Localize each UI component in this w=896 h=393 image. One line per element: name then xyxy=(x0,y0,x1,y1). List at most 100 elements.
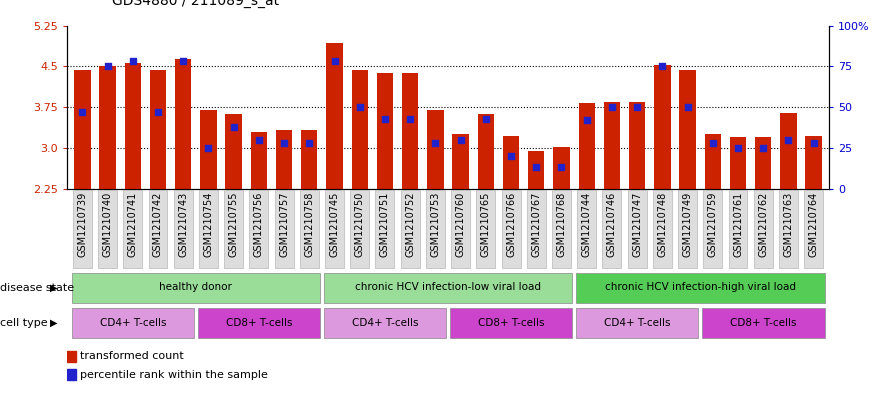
Bar xyxy=(780,112,797,189)
Bar xyxy=(654,65,670,189)
FancyBboxPatch shape xyxy=(350,190,369,268)
Text: transformed count: transformed count xyxy=(80,351,184,362)
Point xyxy=(327,58,341,64)
Text: GSM1210754: GSM1210754 xyxy=(203,192,213,257)
Text: GSM1210767: GSM1210767 xyxy=(531,192,541,257)
FancyBboxPatch shape xyxy=(450,308,573,338)
Text: CD8+ T-cells: CD8+ T-cells xyxy=(730,318,797,328)
Text: GSM1210751: GSM1210751 xyxy=(380,192,390,257)
FancyBboxPatch shape xyxy=(325,190,344,268)
Bar xyxy=(301,130,317,189)
Text: GSM1210765: GSM1210765 xyxy=(481,192,491,257)
Bar xyxy=(251,132,267,189)
Text: GSM1210745: GSM1210745 xyxy=(330,192,340,257)
Point xyxy=(453,136,468,143)
Point xyxy=(580,117,594,123)
Point xyxy=(504,153,518,159)
Text: GSM1210761: GSM1210761 xyxy=(733,192,743,257)
Bar xyxy=(629,102,645,189)
Text: chronic HCV infection-low viral load: chronic HCV infection-low viral load xyxy=(355,282,541,292)
Point xyxy=(605,104,619,110)
Bar xyxy=(730,137,746,189)
Text: CD4+ T-cells: CD4+ T-cells xyxy=(604,318,670,328)
Point xyxy=(706,140,720,146)
Text: GSM1210758: GSM1210758 xyxy=(305,192,314,257)
Bar xyxy=(528,151,545,189)
FancyBboxPatch shape xyxy=(703,190,722,268)
Bar xyxy=(579,103,595,189)
Text: GSM1210759: GSM1210759 xyxy=(708,192,718,257)
Bar xyxy=(326,43,342,189)
Point xyxy=(630,104,644,110)
Bar xyxy=(175,59,192,189)
Bar xyxy=(74,70,90,189)
Text: GSM1210746: GSM1210746 xyxy=(607,192,617,257)
Point xyxy=(176,58,190,64)
Bar xyxy=(755,137,771,189)
Point xyxy=(202,145,216,151)
Point xyxy=(352,104,366,110)
FancyBboxPatch shape xyxy=(324,308,446,338)
Bar xyxy=(200,110,217,189)
FancyBboxPatch shape xyxy=(198,308,320,338)
FancyBboxPatch shape xyxy=(728,190,747,268)
FancyBboxPatch shape xyxy=(477,190,495,268)
Bar xyxy=(503,136,520,189)
FancyBboxPatch shape xyxy=(653,190,672,268)
Text: cell type: cell type xyxy=(0,318,47,328)
Bar xyxy=(604,102,620,189)
FancyBboxPatch shape xyxy=(249,190,268,268)
Bar xyxy=(402,73,418,189)
FancyBboxPatch shape xyxy=(779,190,798,268)
Text: GSM1210739: GSM1210739 xyxy=(77,192,87,257)
Text: GSM1210740: GSM1210740 xyxy=(102,192,113,257)
Bar xyxy=(67,369,76,380)
FancyBboxPatch shape xyxy=(805,190,823,268)
Point xyxy=(151,109,165,115)
Bar xyxy=(99,66,116,189)
FancyBboxPatch shape xyxy=(754,190,772,268)
Text: GDS4880 / 211089_s_at: GDS4880 / 211089_s_at xyxy=(112,0,280,8)
Text: GSM1210768: GSM1210768 xyxy=(556,192,566,257)
Point xyxy=(302,140,316,146)
Text: GSM1210752: GSM1210752 xyxy=(405,192,415,257)
Point xyxy=(125,58,140,64)
Text: GSM1210762: GSM1210762 xyxy=(758,192,768,257)
Bar xyxy=(427,110,444,189)
FancyBboxPatch shape xyxy=(199,190,218,268)
Point xyxy=(731,145,745,151)
Text: GSM1210742: GSM1210742 xyxy=(153,192,163,257)
FancyBboxPatch shape xyxy=(452,190,470,268)
Text: GSM1210763: GSM1210763 xyxy=(783,192,794,257)
FancyBboxPatch shape xyxy=(628,190,647,268)
Text: ▶: ▶ xyxy=(50,318,57,328)
Point xyxy=(530,164,544,171)
Bar xyxy=(452,134,469,189)
Text: CD4+ T-cells: CD4+ T-cells xyxy=(99,318,166,328)
Text: GSM1210749: GSM1210749 xyxy=(683,192,693,257)
Point xyxy=(378,116,392,122)
Text: GSM1210744: GSM1210744 xyxy=(582,192,591,257)
FancyBboxPatch shape xyxy=(72,273,320,303)
Bar xyxy=(351,70,368,189)
Text: GSM1210757: GSM1210757 xyxy=(279,192,289,257)
Text: CD4+ T-cells: CD4+ T-cells xyxy=(352,318,418,328)
Bar xyxy=(478,114,494,189)
Point xyxy=(75,109,90,115)
FancyBboxPatch shape xyxy=(552,190,571,268)
FancyBboxPatch shape xyxy=(602,190,622,268)
FancyBboxPatch shape xyxy=(98,190,117,268)
Text: disease state: disease state xyxy=(0,283,74,293)
Text: GSM1210760: GSM1210760 xyxy=(455,192,466,257)
FancyBboxPatch shape xyxy=(224,190,243,268)
Point xyxy=(428,140,443,146)
Point xyxy=(478,116,493,122)
Point xyxy=(227,123,241,130)
FancyBboxPatch shape xyxy=(702,308,824,338)
Bar xyxy=(704,134,721,189)
Bar xyxy=(67,351,76,362)
Text: GSM1210750: GSM1210750 xyxy=(355,192,365,257)
Text: GSM1210756: GSM1210756 xyxy=(254,192,263,257)
FancyBboxPatch shape xyxy=(300,190,319,268)
FancyBboxPatch shape xyxy=(426,190,444,268)
